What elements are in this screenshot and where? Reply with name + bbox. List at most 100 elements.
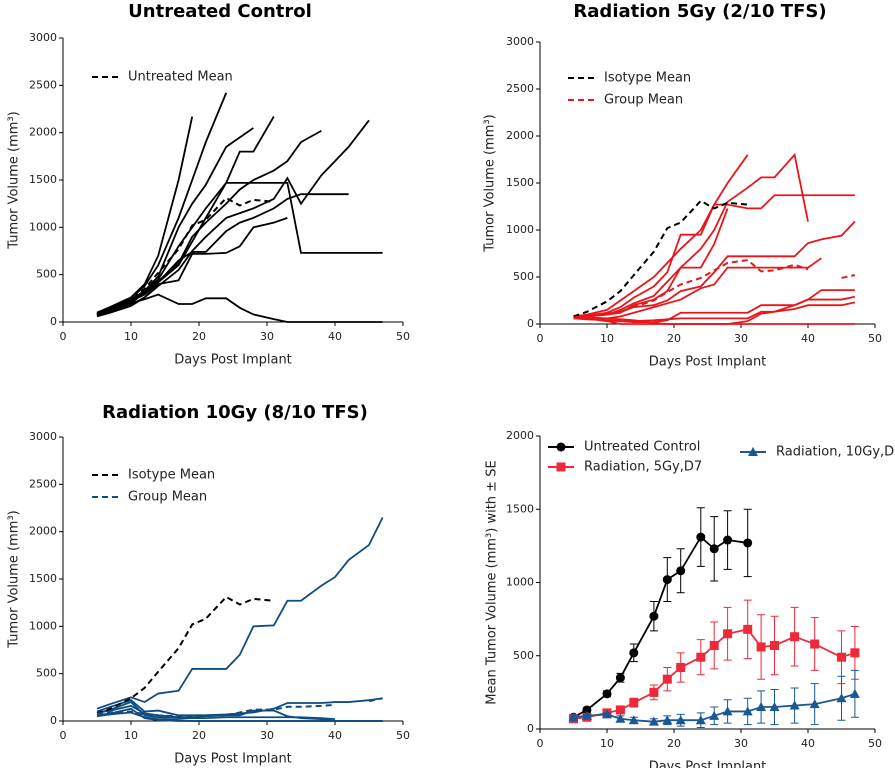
marker [809, 699, 820, 709]
individual-line [96, 711, 383, 722]
marker [849, 688, 860, 698]
marker [629, 648, 639, 658]
y-tick-label: 2500 [29, 78, 57, 91]
y-axis-label: Tumor Volume (mm³) [483, 114, 498, 252]
marker [615, 705, 625, 715]
legend-label: Group Mean [604, 93, 683, 108]
marker [723, 535, 733, 545]
marker [837, 652, 846, 662]
y-tick-label: 3000 [29, 31, 57, 44]
x-tick-label: 0 [537, 737, 544, 750]
marker [676, 662, 686, 672]
x-tick-label: 10 [600, 332, 614, 345]
mean-line [573, 199, 748, 318]
marker [742, 706, 753, 716]
x-tick-label: 40 [328, 330, 342, 343]
marker [581, 710, 592, 720]
y-tick-label: 500 [513, 649, 534, 662]
y-tick-label: 1000 [29, 220, 57, 233]
marker [850, 648, 860, 658]
x-tick-label: 20 [667, 332, 681, 345]
legend-label: Isotype Mean [128, 468, 215, 483]
legend-marker [748, 447, 758, 456]
y-tick-label: 1500 [29, 572, 57, 585]
x-tick-label: 0 [60, 330, 67, 343]
marker [743, 624, 753, 634]
legend-label: Isotype Mean [604, 71, 691, 86]
marker [696, 652, 706, 662]
legend-label: Group Mean [128, 490, 207, 505]
individual-line [96, 293, 383, 323]
marker [695, 715, 706, 725]
y-tick-label: 1500 [506, 502, 534, 515]
chart-panel: 0 500 1000 1500 2000 0 10 20 30 40 50 Days Post Imp… [485, 429, 895, 768]
x-tick-label: 10 [124, 729, 138, 742]
individual-line [96, 517, 384, 710]
x-tick-label: 30 [734, 332, 748, 345]
marker [836, 693, 847, 703]
individual-line [573, 154, 749, 318]
x-axis-label: Days Post Implant [174, 353, 292, 368]
marker [723, 629, 733, 639]
y-tick-label: 0 [50, 315, 57, 328]
individual-line [96, 217, 288, 318]
mean-line [96, 595, 274, 715]
individual-line [96, 116, 194, 314]
x-tick-label: 20 [667, 737, 681, 750]
individual-line [96, 119, 370, 318]
legend-label: Untreated Mean [128, 70, 233, 85]
marker [709, 544, 719, 554]
y-tick-label: 1500 [506, 176, 534, 189]
x-tick-label: 10 [600, 737, 614, 750]
y-tick-label: 500 [36, 268, 57, 281]
x-axis-label: Days Post Implant [649, 355, 767, 370]
individual-line [96, 129, 322, 315]
mean-line [573, 535, 748, 719]
y-tick-label: 1500 [29, 173, 57, 186]
marker [790, 632, 800, 642]
y-tick-label: 0 [527, 317, 534, 330]
x-tick-label: 40 [801, 332, 815, 345]
mean-line [96, 196, 274, 316]
mean-line [573, 259, 856, 319]
marker [789, 700, 800, 710]
y-tick-label: 0 [50, 714, 57, 727]
x-tick-label: 50 [396, 330, 410, 343]
y-tick-label: 500 [36, 667, 57, 680]
legend-marker [556, 462, 566, 472]
marker [756, 642, 766, 652]
x-axis-label: Days Post Implant [174, 752, 292, 767]
x-tick-label: 40 [328, 729, 342, 742]
marker [582, 705, 592, 715]
marker [709, 710, 720, 720]
y-tick-label: 0 [527, 722, 534, 735]
y-tick-label: 3000 [29, 430, 57, 443]
marker [649, 611, 659, 621]
legend-label: Untreated Control [584, 440, 700, 455]
marker [756, 702, 767, 712]
individual-line [573, 220, 856, 319]
y-axis-label: Mean Tumor Volume (mm³) with ± SE [485, 460, 500, 704]
x-tick-label: 0 [60, 729, 67, 742]
x-tick-label: 20 [192, 330, 206, 343]
individual-line [573, 194, 855, 319]
x-tick-label: 50 [868, 737, 882, 750]
marker [722, 706, 733, 716]
x-tick-label: 30 [260, 729, 274, 742]
marker [648, 716, 659, 726]
marker [629, 698, 639, 708]
marker [568, 712, 579, 722]
marker [662, 674, 672, 684]
individual-line [96, 181, 383, 317]
legend-label: Radiation, 10Gy,D7 [776, 445, 895, 460]
legend-marker [556, 442, 566, 452]
marker [769, 702, 780, 712]
mean-line [96, 697, 383, 718]
y-tick-label: 2000 [29, 126, 57, 139]
y-tick-label: 2500 [29, 477, 57, 490]
y-axis-label: Tumor Volume (mm³) [7, 510, 22, 648]
y-tick-label: 1000 [506, 576, 534, 589]
legend-label: Radiation, 5Gy,D7 [584, 460, 702, 475]
y-tick-label: 2000 [506, 129, 534, 142]
